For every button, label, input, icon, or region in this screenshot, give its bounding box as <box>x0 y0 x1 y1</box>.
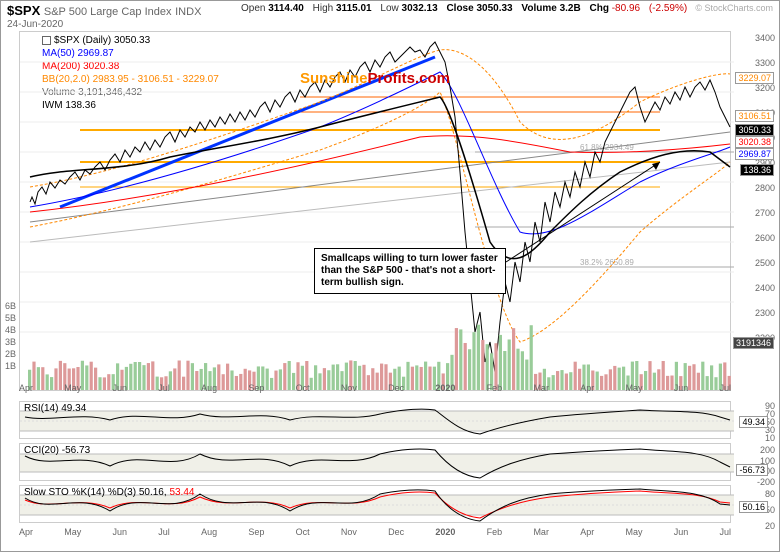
ticker-symbol: $SPX <box>7 3 40 18</box>
fib-382: 38.2% 2650.89 <box>580 258 634 267</box>
rsi-value: 49.34 <box>739 416 768 428</box>
center-watermark: SunshineProfits.com <box>300 70 450 87</box>
label-ma50: 2969.87 <box>735 148 774 160</box>
ticker-name: S&P 500 Large Cap Index <box>44 6 172 18</box>
volume-bars <box>28 325 731 390</box>
cci-label: CCI(20) -56.73 <box>24 445 90 456</box>
stock-chart-container: $SPX S&P 500 Large Cap Index INDX 24-Jun… <box>0 0 780 552</box>
x-axis-bottom: AprMayJunJulAugSepOctNovDec2020FebMarApr… <box>19 527 731 537</box>
rsi-label: RSI(14) 49.34 <box>24 403 86 414</box>
main-price-panel: $SPX (Daily) 3050.33 MA(50) 2969.87 MA(2… <box>19 31 731 391</box>
change-label: Chg -80.96 (-2.59%) <box>589 3 693 14</box>
close-label: Close 3050.33 <box>446 3 512 14</box>
copyright-watermark: © StockCharts.com <box>695 3 773 13</box>
label-ma200: 3020.38 <box>735 136 774 148</box>
chart-header: $SPX S&P 500 Large Cap Index INDX <box>7 3 201 18</box>
label-volume: 3191346 <box>733 337 774 349</box>
chart-date: 24-Jun-2020 <box>7 19 63 30</box>
volume-label: Volume 3.2B <box>521 3 580 14</box>
ohlc-bar: Open 3114.40 High 3115.01 Low 3032.13 Cl… <box>241 3 699 14</box>
label-bb-mid: 3106.51 <box>735 110 774 122</box>
sto-label: Slow STO %K(14) %D(3) 50.16, 53.44 <box>24 487 194 498</box>
rsi-panel: RSI(14) 49.34 49.34 <box>19 401 731 439</box>
low-label: Low 3032.13 <box>380 3 437 14</box>
label-close: 3050.33 <box>735 124 774 136</box>
ma50-line <box>30 72 730 234</box>
sto-value: 50.16 <box>739 501 768 513</box>
ticker-type: INDX <box>175 6 201 18</box>
high-label: High 3115.01 <box>313 3 372 14</box>
annotation-text: Smallcaps willing to turn lower faster t… <box>314 248 506 294</box>
open-label: Open 3114.40 <box>241 3 304 14</box>
label-bb-upper: 3229.07 <box>735 72 774 84</box>
x-axis-main: AprMayJunJulAugSepOctNovDec2020FebMarApr… <box>19 383 731 393</box>
cci-value: -56.73 <box>736 464 768 476</box>
label-iwm: 138.36 <box>740 164 774 176</box>
cci-panel: CCI(20) -56.73 -56.73 <box>19 443 731 481</box>
sto-panel: Slow STO %K(14) %D(3) 50.16, 53.44 50.16 <box>19 485 731 523</box>
